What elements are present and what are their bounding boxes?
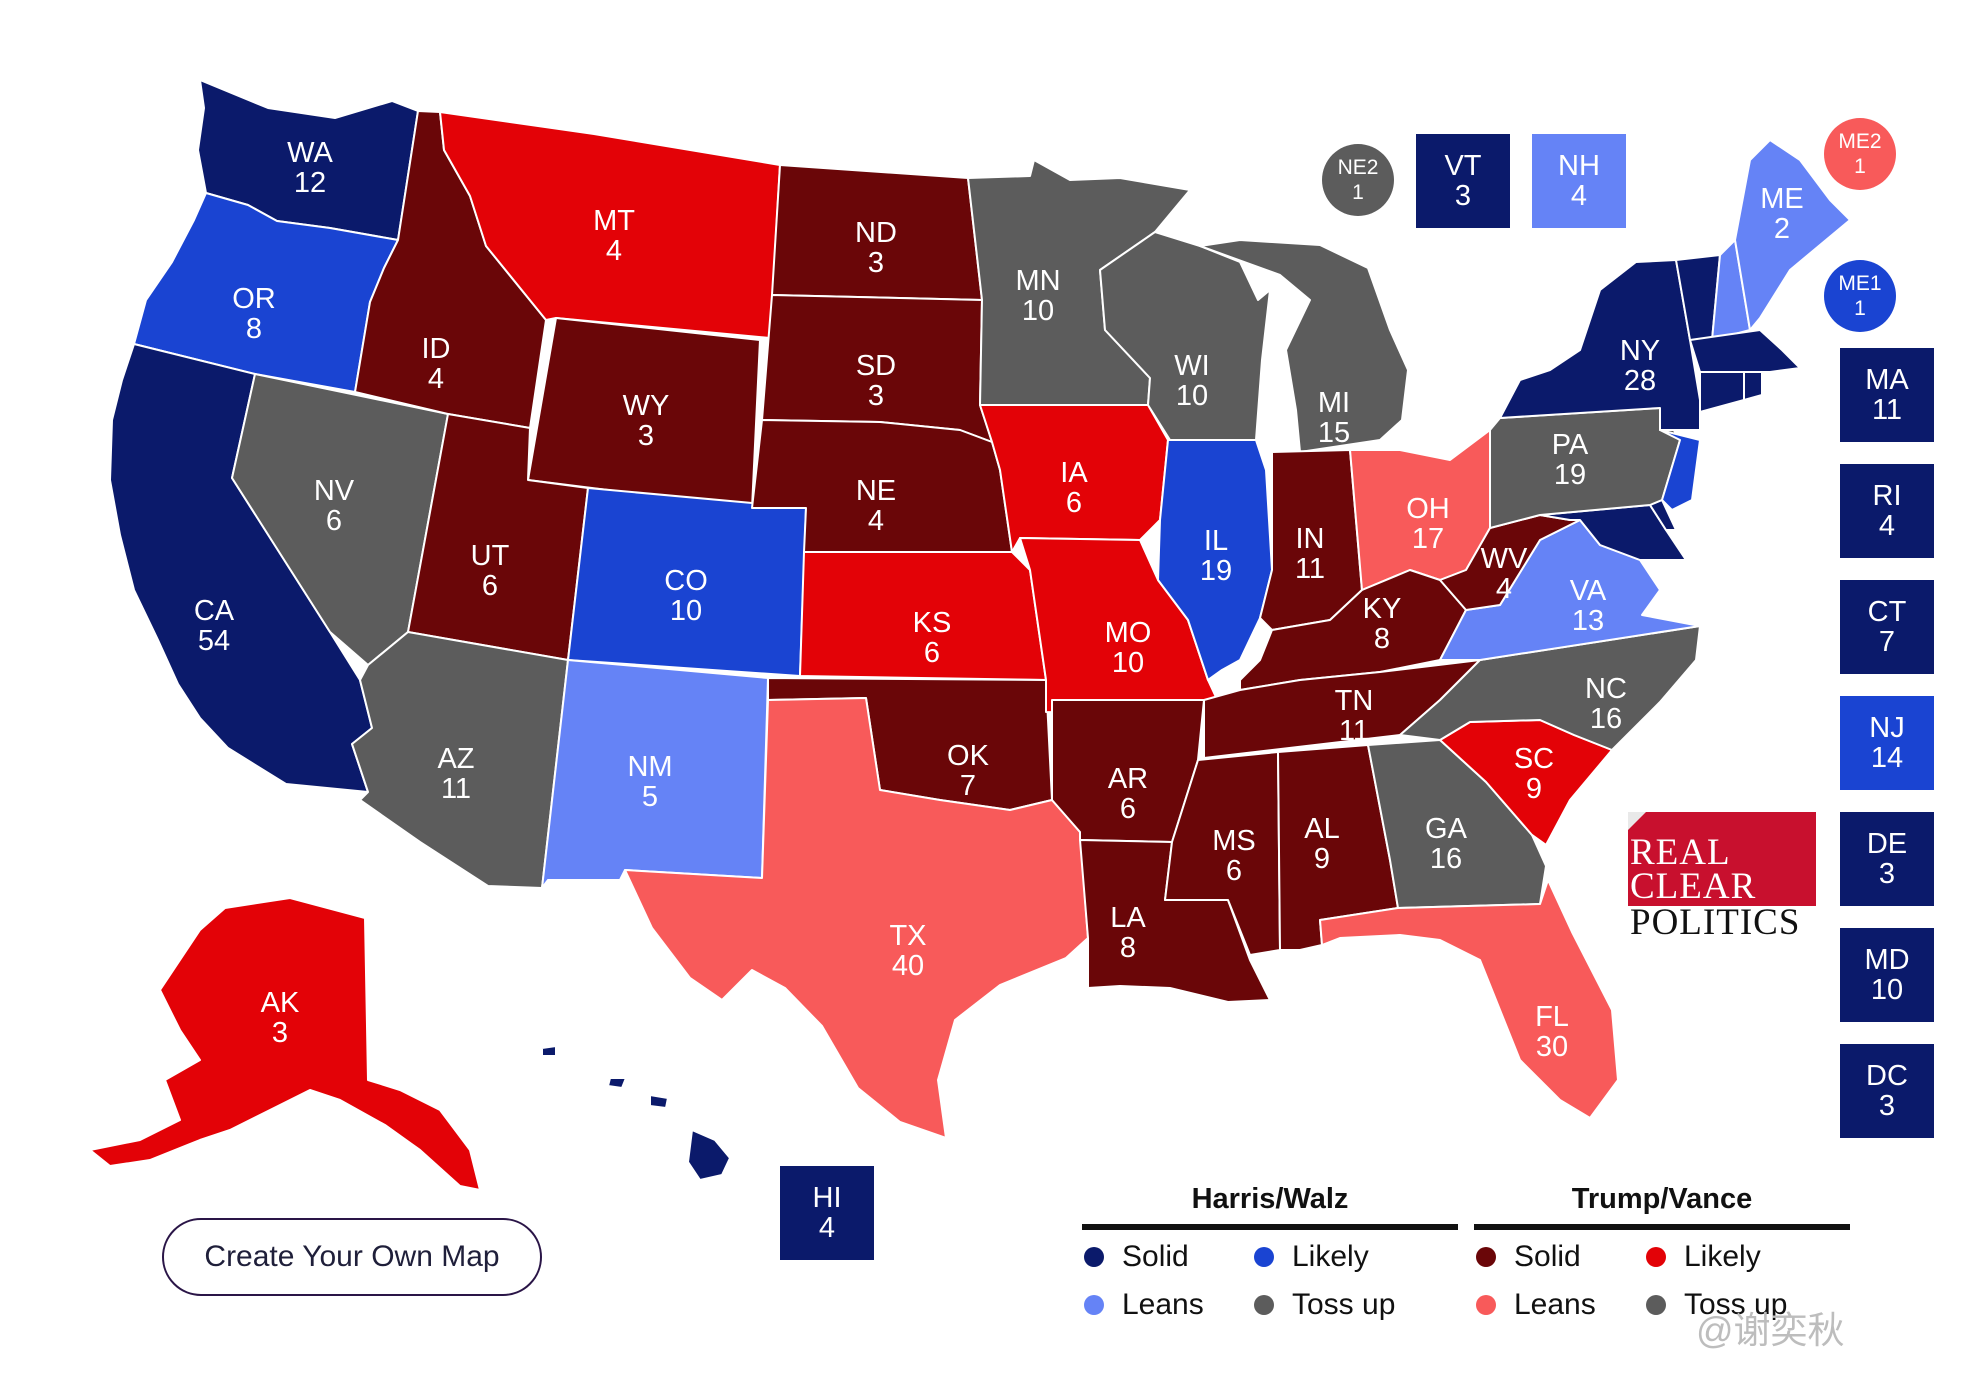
- state-az[interactable]: [351, 631, 569, 889]
- state-ak[interactable]: [89, 897, 481, 1191]
- box-abbr: NH: [1558, 150, 1600, 182]
- legend-trump-solid: Solid: [1476, 1240, 1581, 1274]
- state-il[interactable]: [1157, 439, 1273, 681]
- legend-dot-icon: [1254, 1295, 1274, 1315]
- state-ks[interactable]: [799, 551, 1047, 681]
- legend-label: Likely: [1292, 1240, 1369, 1273]
- state-box-de[interactable]: DE 3: [1840, 812, 1934, 906]
- box-abbr: DE: [1866, 828, 1908, 860]
- box-ev: 4: [818, 1212, 836, 1244]
- box-abbr: HI: [812, 1182, 842, 1214]
- legend-dot-icon: [1084, 1247, 1104, 1267]
- circle-ev: 1: [1854, 155, 1866, 178]
- state-box-nj[interactable]: NJ 14: [1840, 696, 1934, 790]
- box-abbr: VT: [1444, 150, 1482, 182]
- logo-word-clear: CLEAR: [1630, 866, 1757, 907]
- legend-harris-title: Harris/Walz: [1191, 1183, 1349, 1215]
- box-abbr: RI: [1872, 480, 1902, 512]
- weibo-watermark: @谢奕秋: [1696, 1310, 1845, 1351]
- box-ev: 3: [1454, 180, 1472, 212]
- box-abbr: MD: [1864, 944, 1910, 976]
- box-abbr: MA: [1865, 364, 1909, 396]
- legend-trump-likely: Likely: [1646, 1240, 1761, 1274]
- state-mi[interactable]: [1199, 239, 1409, 453]
- state-me[interactable]: [1734, 139, 1851, 331]
- state-nc[interactable]: [1399, 625, 1701, 751]
- legend-label: Leans: [1122, 1288, 1204, 1321]
- box-abbr: CT: [1867, 596, 1907, 628]
- circle-abbr: ME2: [1838, 130, 1882, 153]
- legend-dot-icon: [1476, 1295, 1496, 1315]
- legend-harris-solid: Solid: [1084, 1240, 1189, 1274]
- box-ev: 4: [1570, 180, 1588, 212]
- state-tx[interactable]: [624, 697, 1089, 1139]
- legend-harris-leans: Leans: [1084, 1288, 1204, 1322]
- box-abbr: DC: [1866, 1060, 1908, 1092]
- box-ev: 11: [1871, 394, 1903, 426]
- box-ev: 4: [1878, 510, 1896, 542]
- district-circle-me2[interactable]: ME2 1: [1824, 118, 1896, 190]
- legend-label: Toss up: [1292, 1288, 1396, 1321]
- state-box-ri[interactable]: RI 4: [1840, 464, 1934, 558]
- box-ev: 10: [1870, 974, 1904, 1006]
- legend-dot-icon: [1254, 1247, 1274, 1267]
- legend-label: Solid: [1514, 1240, 1581, 1273]
- district-circle-me1[interactable]: ME1 1: [1824, 260, 1896, 332]
- create-your-own-map-button[interactable]: Create Your Own Map: [162, 1218, 542, 1296]
- logo-fold: [1628, 812, 1646, 830]
- box-ev: 7: [1878, 626, 1896, 658]
- state-nd[interactable]: [771, 164, 983, 301]
- legend-dot-icon: [1084, 1295, 1104, 1315]
- circle-abbr: NE2: [1337, 156, 1379, 179]
- state-hi[interactable]: [541, 1045, 731, 1181]
- state-ny[interactable]: [1499, 259, 1701, 431]
- state-mt[interactable]: [439, 111, 781, 339]
- legend-trump-title: Trump/Vance: [1571, 1183, 1753, 1215]
- state-co[interactable]: [567, 487, 807, 677]
- box-ev: 3: [1878, 858, 1896, 890]
- box-ev: 14: [1870, 742, 1904, 774]
- realclearpolitics-logo: REAL CLEAR POLITICS: [1628, 812, 1818, 944]
- legend-trump-tossup: Toss up: [1646, 1288, 1787, 1322]
- state-box-md[interactable]: MD 10: [1840, 928, 1934, 1022]
- circle-ev: 1: [1352, 181, 1364, 204]
- legend-trump-leans: Leans: [1476, 1288, 1596, 1322]
- state-ia[interactable]: [979, 404, 1169, 553]
- circle-ev: 1: [1854, 297, 1866, 320]
- legend-harris-likely: Likely: [1254, 1240, 1369, 1274]
- state-ri[interactable]: [1743, 371, 1763, 401]
- state-box-ma[interactable]: MA 11: [1840, 348, 1934, 442]
- legend-label: Solid: [1122, 1240, 1189, 1273]
- legend-label: Toss up: [1684, 1288, 1788, 1321]
- legend-label: Likely: [1684, 1240, 1761, 1273]
- state-box-dc[interactable]: DC 3: [1840, 1044, 1934, 1138]
- district-circle-ne2[interactable]: NE2 1: [1322, 144, 1394, 216]
- state-box-ct[interactable]: CT 7: [1840, 580, 1934, 674]
- state-box-vt[interactable]: VT 3: [1416, 134, 1510, 228]
- legend-dot-icon: [1476, 1247, 1496, 1267]
- legend-harris-rule: [1082, 1224, 1458, 1230]
- box-ev: 3: [1878, 1090, 1896, 1122]
- state-box-hi[interactable]: HI 4: [780, 1166, 874, 1260]
- logo-red-block: [1628, 812, 1816, 906]
- logo-word-politics: POLITICS: [1630, 902, 1801, 943]
- circle-abbr: ME1: [1838, 272, 1882, 295]
- legend-dot-icon: [1646, 1247, 1666, 1267]
- logo-word-real: REAL: [1630, 832, 1731, 873]
- legend-dot-icon: [1646, 1295, 1666, 1315]
- box-abbr: NJ: [1869, 712, 1905, 744]
- state-wy[interactable]: [527, 317, 761, 509]
- state-fl[interactable]: [1319, 879, 1619, 1119]
- legend-label: Leans: [1514, 1288, 1596, 1321]
- state-nm[interactable]: [541, 659, 769, 889]
- state-nj[interactable]: [1659, 429, 1701, 511]
- legend-harris-tossup: Toss up: [1254, 1288, 1395, 1322]
- state-ct[interactable]: [1699, 371, 1745, 413]
- legend-trump-rule: [1474, 1224, 1850, 1230]
- state-box-nh[interactable]: NH 4: [1532, 134, 1626, 228]
